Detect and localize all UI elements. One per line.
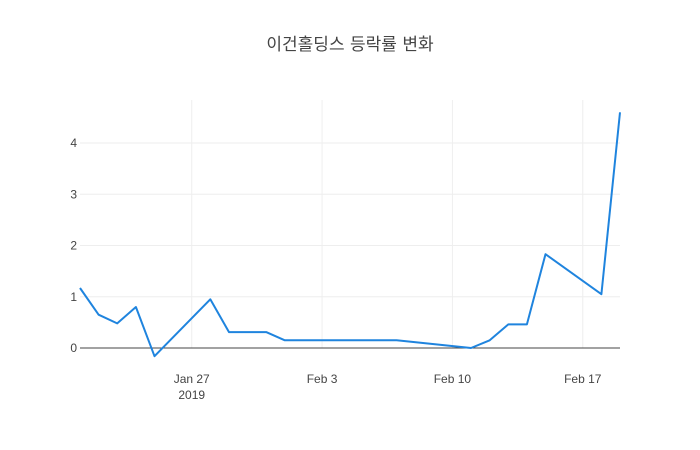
y-tick-label: 1 — [70, 290, 77, 304]
x-tick-label: Feb 10 — [434, 372, 472, 386]
axis-layer: Jan 27 2019 Feb 3 Feb 10 Feb 17 0 1 2 3 4 — [70, 136, 620, 402]
x-tick-label: Feb 17 — [564, 372, 602, 386]
y-tick-label: 2 — [70, 239, 77, 253]
x-tick-label: Feb 3 — [307, 372, 338, 386]
y-tick-label: 4 — [70, 136, 77, 150]
series-line — [79, 112, 621, 358]
x-tick-label: Jan 27 — [174, 372, 210, 386]
x-tick-sublabel: 2019 — [178, 388, 205, 402]
y-tick-label: 3 — [70, 187, 77, 201]
series-layer — [79, 112, 621, 358]
grid-layer — [80, 100, 620, 348]
y-tick-label: 0 — [70, 341, 77, 355]
chart-title: 이건홀딩스 등락률 변화 — [266, 35, 434, 55]
